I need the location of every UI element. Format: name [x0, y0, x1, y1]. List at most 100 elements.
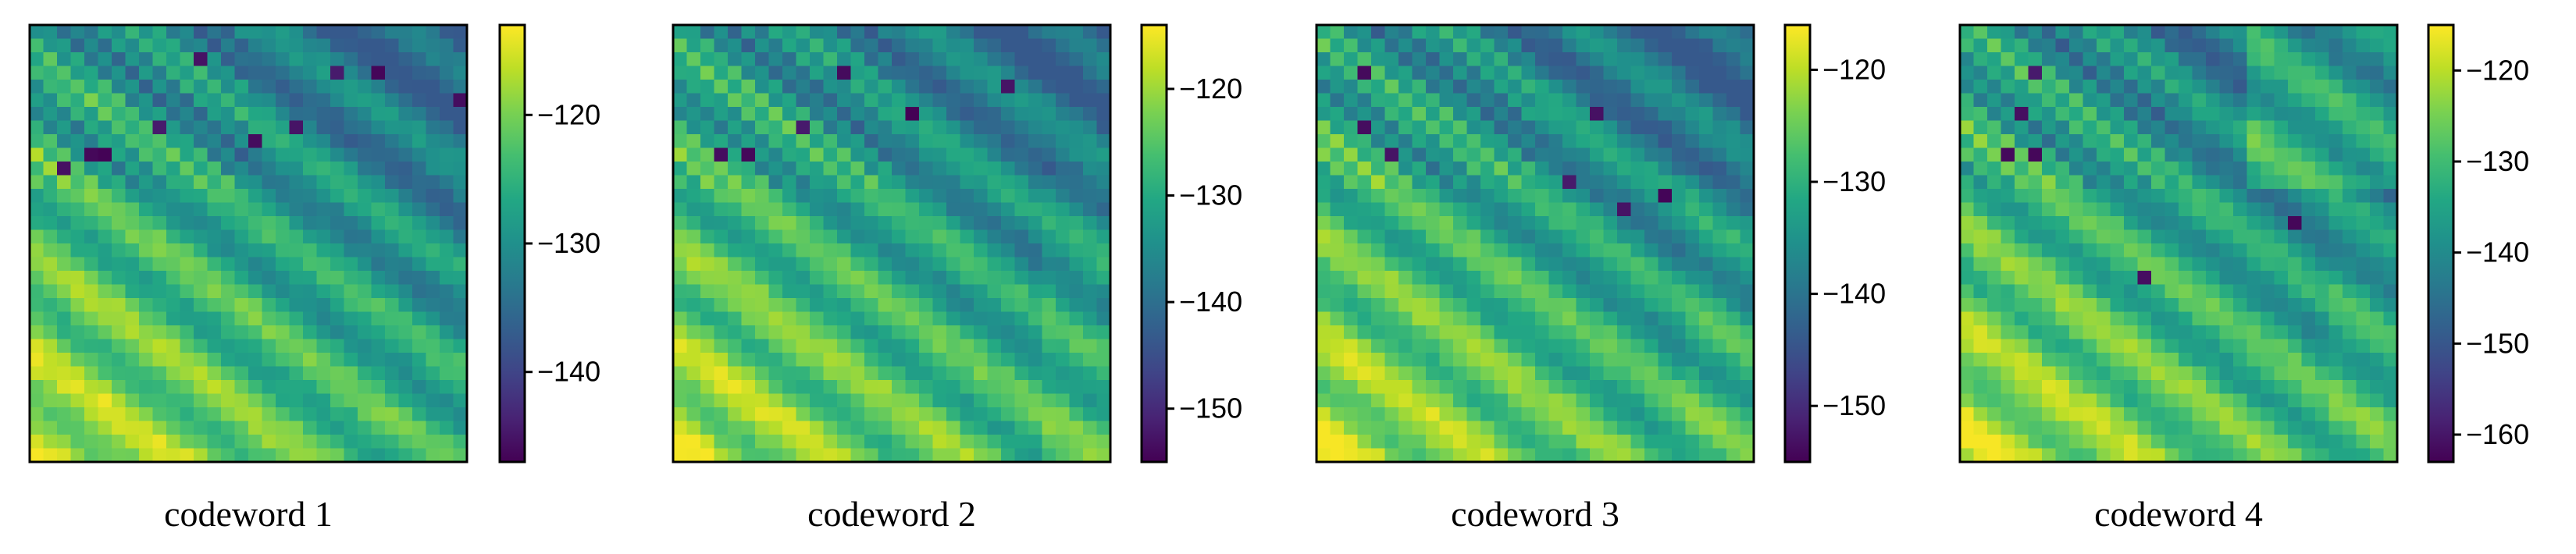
- heatmap-cell: [850, 52, 865, 67]
- heatmap-cell: [2179, 325, 2193, 340]
- heatmap-cell: [1521, 93, 1536, 108]
- heatmap-cell: [1685, 52, 1700, 67]
- heatmap-cell: [946, 175, 961, 190]
- heatmap-cell: [1384, 93, 1399, 108]
- heatmap-cell: [316, 257, 331, 272]
- heatmap-cell: [1466, 284, 1481, 299]
- heatmap-cell: [440, 189, 454, 204]
- heatmap-cell: [2001, 448, 2015, 463]
- heatmap-cell: [1001, 421, 1016, 435]
- heatmap-cell: [1630, 189, 1645, 204]
- heatmap-cell: [303, 284, 318, 299]
- heatmap-cell: [2083, 298, 2097, 313]
- heatmap-cell: [755, 229, 770, 244]
- heatmap-cell: [1384, 107, 1399, 122]
- heatmap-cell: [303, 311, 318, 326]
- heatmap-cell: [2383, 189, 2398, 204]
- heatmap-cell: [1576, 175, 1591, 190]
- heatmap-cell: [440, 393, 454, 408]
- heatmap-cell: [1426, 339, 1441, 353]
- heatmap-cell: [2288, 38, 2303, 53]
- heatmap-cell: [426, 393, 440, 408]
- heatmap-cell: [960, 80, 974, 94]
- heatmap-cell: [905, 284, 920, 299]
- heatmap-cell: [878, 134, 893, 149]
- heatmap-cell: [112, 311, 126, 326]
- heatmap-cell: [2301, 25, 2316, 40]
- heatmap-cell: [2164, 325, 2179, 340]
- heatmap-cell: [276, 339, 290, 353]
- heatmap-cell: [919, 325, 934, 340]
- heatmap-cell: [1535, 284, 1550, 299]
- heatmap-cell: [57, 134, 72, 149]
- heatmap-cell: [1960, 257, 1975, 272]
- heatmap-cell: [1658, 298, 1673, 313]
- heatmap-cell: [152, 229, 167, 244]
- heatmap-cell: [412, 257, 427, 272]
- heatmap-cell: [1576, 189, 1591, 204]
- heatmap-cell: [2315, 52, 2330, 67]
- heatmap-cell: [1548, 257, 1563, 272]
- heatmap-cell: [1658, 435, 1673, 449]
- heatmap-cell: [837, 162, 852, 176]
- heatmap-cell: [84, 175, 99, 190]
- heatmap-cell: [2192, 134, 2207, 149]
- heatmap-cell: [932, 435, 947, 449]
- heatmap-cell: [932, 66, 947, 80]
- heatmap-cell: [221, 353, 236, 368]
- heatmap-cell: [316, 189, 331, 204]
- heatmap-cell: [398, 339, 413, 353]
- heatmap-cell: [919, 311, 934, 326]
- colorbar-tick-label: −160: [2466, 418, 2529, 450]
- heatmap-cell: [755, 366, 770, 381]
- heatmap-cell: [2069, 120, 2084, 135]
- heatmap-cell: [1001, 107, 1016, 122]
- heatmap-cell: [1630, 93, 1645, 108]
- heatmap-cell: [919, 380, 934, 395]
- heatmap-cell: [453, 393, 468, 408]
- heatmap-cell: [768, 435, 783, 449]
- heatmap-cell: [2083, 216, 2097, 231]
- heatmap-cell: [974, 380, 989, 395]
- heatmap-cell: [1453, 189, 1468, 204]
- heatmap-cell: [371, 243, 386, 258]
- heatmap-cell: [2151, 311, 2166, 326]
- heatmap-cell: [1096, 421, 1111, 435]
- heatmap-cell: [1014, 271, 1029, 286]
- heatmap-cell: [714, 25, 729, 40]
- heatmap-cell: [1712, 284, 1727, 299]
- heatmap-cell: [1371, 162, 1386, 176]
- heatmap-cell: [1521, 325, 1536, 340]
- heatmap-cell: [1494, 339, 1509, 353]
- heatmap-cell: [2110, 189, 2125, 204]
- heatmap-cell: [974, 216, 989, 231]
- heatmap-cell: [1398, 448, 1413, 463]
- heatmap-cell: [1466, 353, 1481, 368]
- heatmap-cell: [1644, 325, 1659, 340]
- heatmap-cell: [960, 216, 974, 231]
- heatmap-cell: [1987, 421, 2002, 435]
- heatmap-cell: [1548, 202, 1563, 217]
- heatmap-cell: [2206, 175, 2221, 190]
- heatmap-cell: [686, 189, 701, 204]
- heatmap-cell: [823, 93, 838, 108]
- heatmap-cell: [2097, 38, 2111, 53]
- heatmap-cell: [1726, 120, 1741, 135]
- heatmap-cell: [673, 120, 688, 135]
- heatmap-cell: [2261, 366, 2275, 381]
- heatmap-cell: [1083, 175, 1098, 190]
- heatmap-cell: [2164, 243, 2179, 258]
- heatmap-cell: [2233, 189, 2248, 204]
- heatmap-cell: [1603, 393, 1618, 408]
- heatmap-cell: [1096, 311, 1111, 326]
- heatmap-cell: [1357, 380, 1372, 395]
- heatmap-cell: [1712, 202, 1727, 217]
- heatmap-cell: [30, 107, 45, 122]
- heatmap-cell: [905, 243, 920, 258]
- heatmap-cell: [398, 202, 413, 217]
- heatmap-cell: [262, 421, 276, 435]
- heatmap-cell: [919, 80, 934, 94]
- heatmap-cell: [248, 38, 263, 53]
- heatmap-cell: [2069, 353, 2084, 368]
- heatmap-cell: [70, 243, 85, 258]
